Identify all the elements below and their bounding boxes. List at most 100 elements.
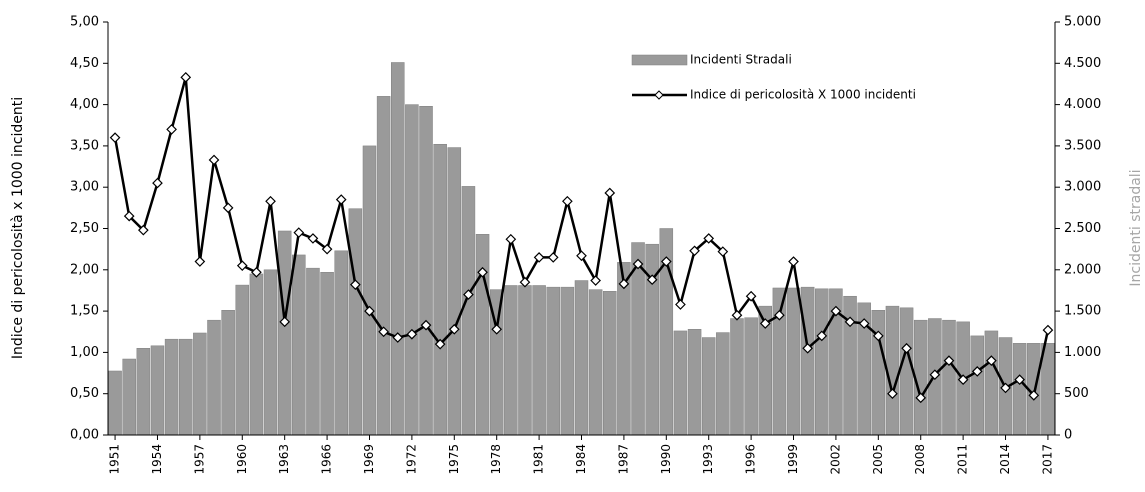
line-marker xyxy=(703,233,715,244)
y2-axis-title: Incidenti stradali xyxy=(1128,169,1144,286)
x-tick-label: 2017 xyxy=(1040,444,1054,475)
bar xyxy=(136,348,151,436)
bar xyxy=(193,332,207,436)
line-marker xyxy=(222,202,234,214)
line-marker xyxy=(929,369,941,381)
bar xyxy=(546,286,560,436)
line-marker xyxy=(350,279,361,291)
bar xyxy=(518,285,532,436)
line-marker xyxy=(448,323,460,335)
line-marker xyxy=(689,245,700,257)
bar xyxy=(1041,343,1055,436)
bar xyxy=(221,310,235,436)
y2-tick-label: 2.500 xyxy=(1064,221,1101,236)
x-tick-label: 1999 xyxy=(786,444,800,475)
bar xyxy=(504,285,518,436)
bar xyxy=(475,234,490,436)
x-tick-label: 1954 xyxy=(150,444,164,475)
line-marker xyxy=(717,246,729,257)
line-marker xyxy=(406,328,418,340)
y2-tick-label: 4.500 xyxy=(1064,56,1101,71)
line-marker xyxy=(491,323,503,335)
legend-marker xyxy=(654,90,664,100)
bar xyxy=(235,284,250,436)
x-tick-label: 2005 xyxy=(871,444,885,475)
bar xyxy=(391,62,405,436)
line-marker xyxy=(194,256,206,267)
bar xyxy=(461,186,476,436)
y2-tick-label: 5.000 xyxy=(1064,15,1101,30)
line-marker xyxy=(547,252,559,263)
bar xyxy=(560,286,575,436)
y-tick-label: 3,00 xyxy=(70,180,99,195)
line-marker xyxy=(321,243,333,255)
line-marker xyxy=(915,392,927,404)
line-marker xyxy=(901,342,912,354)
y-tick-label: 1,50 xyxy=(70,304,99,319)
line-marker xyxy=(618,278,630,290)
x-tick-label: 1969 xyxy=(362,444,376,475)
line-marker xyxy=(208,154,220,166)
line-marker xyxy=(971,366,983,377)
bar xyxy=(588,289,603,436)
line-marker xyxy=(816,330,828,342)
y2-tick-label: 2.000 xyxy=(1064,262,1101,277)
line-marker xyxy=(731,309,743,321)
x-tick-label: 1990 xyxy=(659,444,673,475)
bar xyxy=(673,330,688,436)
bar xyxy=(942,319,956,436)
y2-tick-label: 3.000 xyxy=(1064,180,1101,195)
y-tick-label: 0,50 xyxy=(70,386,99,401)
line-marker xyxy=(392,332,404,343)
bar xyxy=(362,145,377,436)
line-marker xyxy=(463,289,474,300)
x-tick-label: 2008 xyxy=(913,444,927,475)
line-marker xyxy=(265,195,276,207)
bar xyxy=(164,338,179,436)
x-tick-label: 1984 xyxy=(574,444,588,475)
line-marker xyxy=(745,290,757,302)
x-tick-label: 1996 xyxy=(744,444,758,475)
line-marker xyxy=(802,342,813,354)
x-tick-label: 1963 xyxy=(277,444,291,475)
bar xyxy=(1012,343,1027,436)
x-tick-label: 2011 xyxy=(956,444,970,475)
x-tick-label: 1978 xyxy=(489,444,503,475)
bar xyxy=(815,288,829,436)
bar xyxy=(207,319,221,436)
bar xyxy=(150,345,165,436)
y-tick-label: 4,50 xyxy=(70,56,99,71)
line-marker xyxy=(335,194,347,205)
line-marker xyxy=(533,252,545,263)
bar xyxy=(984,330,999,436)
y-tick-label: 5,00 xyxy=(70,15,99,30)
line-marker xyxy=(1028,390,1040,401)
bar xyxy=(730,318,744,436)
x-tick-label: 1951 xyxy=(108,444,122,475)
line-marker xyxy=(505,233,517,245)
bar xyxy=(532,285,546,436)
line-marker xyxy=(675,299,686,310)
x-tick-label: 2014 xyxy=(998,444,1012,475)
bar xyxy=(178,338,193,436)
line-marker xyxy=(137,224,149,236)
line-marker xyxy=(420,319,432,331)
line-marker xyxy=(519,276,531,288)
bar xyxy=(122,358,136,436)
line-marker xyxy=(576,250,587,262)
bar xyxy=(277,230,292,436)
y2-tick-label: 1.500 xyxy=(1064,304,1101,319)
y2-tick-label: 3.500 xyxy=(1064,138,1101,153)
x-tick-label: 1966 xyxy=(320,444,334,475)
line-marker xyxy=(943,355,955,367)
line-marker xyxy=(293,227,305,238)
line-marker xyxy=(1000,382,1011,394)
x-tick-label: 1981 xyxy=(532,444,546,475)
line-marker xyxy=(434,338,446,350)
line-marker xyxy=(378,326,389,338)
y-tick-label: 4,00 xyxy=(70,97,99,112)
line-marker xyxy=(152,177,163,189)
bar xyxy=(376,96,391,436)
line-marker xyxy=(957,374,969,386)
